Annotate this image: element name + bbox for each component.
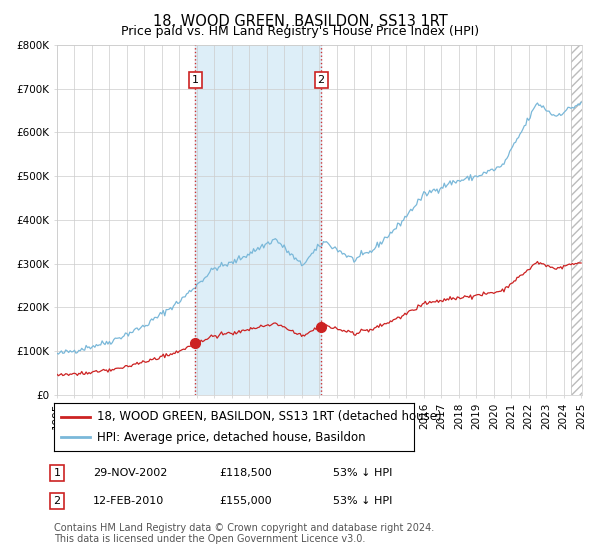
Text: 2: 2: [53, 496, 61, 506]
Text: Price paid vs. HM Land Registry's House Price Index (HPI): Price paid vs. HM Land Registry's House …: [121, 25, 479, 38]
Text: 53% ↓ HPI: 53% ↓ HPI: [333, 496, 392, 506]
Text: 1: 1: [53, 468, 61, 478]
Text: 29-NOV-2002: 29-NOV-2002: [93, 468, 167, 478]
Text: 2: 2: [317, 75, 325, 85]
Text: This data is licensed under the Open Government Licence v3.0.: This data is licensed under the Open Gov…: [54, 534, 365, 544]
Text: £155,000: £155,000: [219, 496, 272, 506]
Text: £118,500: £118,500: [219, 468, 272, 478]
Text: Contains HM Land Registry data © Crown copyright and database right 2024.: Contains HM Land Registry data © Crown c…: [54, 523, 434, 533]
Bar: [571, 45, 582, 395]
Bar: [196, 45, 321, 395]
Text: 1: 1: [192, 75, 199, 85]
Text: 53% ↓ HPI: 53% ↓ HPI: [333, 468, 392, 478]
Text: 12-FEB-2010: 12-FEB-2010: [93, 496, 164, 506]
Text: HPI: Average price, detached house, Basildon: HPI: Average price, detached house, Basi…: [97, 431, 366, 444]
Text: 18, WOOD GREEN, BASILDON, SS13 1RT (detached house): 18, WOOD GREEN, BASILDON, SS13 1RT (deta…: [97, 410, 442, 423]
Text: 18, WOOD GREEN, BASILDON, SS13 1RT: 18, WOOD GREEN, BASILDON, SS13 1RT: [152, 14, 448, 29]
